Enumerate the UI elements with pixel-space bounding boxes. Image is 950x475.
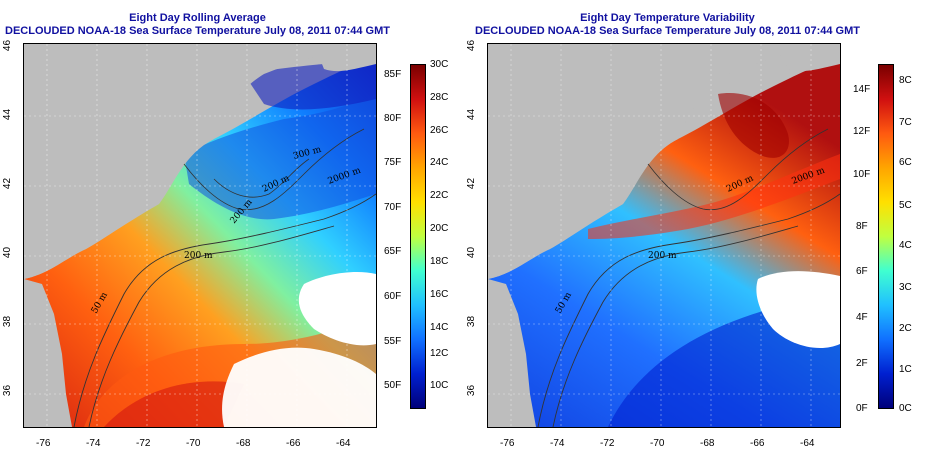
right-panel-title: Eight Day Temperature Variability DECLOU… <box>470 12 865 38</box>
variability-colorbar <box>878 64 894 409</box>
celsius-label: 28C <box>430 92 449 103</box>
x-tick: -66 <box>750 438 765 449</box>
celsius-label: 30C <box>430 59 449 70</box>
fahrenheit-label: 6F <box>856 266 868 277</box>
sst-colorbar <box>410 64 426 409</box>
celsius-label: 5C <box>899 200 912 211</box>
left-panel-subtitle: DECLOUDED NOAA-18 Sea Surface Temperatur… <box>5 25 390 37</box>
celsius-label: 8C <box>899 75 912 86</box>
left-panel-title: Eight Day Rolling Average DECLOUDED NOAA… <box>0 12 395 38</box>
y-tick: 44 <box>2 108 14 121</box>
x-tick: -76 <box>36 438 51 449</box>
x-tick: -72 <box>136 438 151 449</box>
y-tick: 46 <box>2 39 14 52</box>
celsius-label: 3C <box>899 282 912 293</box>
celsius-label: 10C <box>430 380 449 391</box>
sst-average-map[interactable]: 50 m 200 m 200 m 2000 m 200 m 300 m <box>23 43 377 428</box>
celsius-label: 22C <box>430 190 449 201</box>
x-tick: -70 <box>186 438 201 449</box>
celsius-label: 18C <box>430 256 449 267</box>
celsius-label: 0C <box>899 403 912 414</box>
contour-label: 200 m <box>648 251 677 261</box>
x-tick: -70 <box>650 438 665 449</box>
fahrenheit-label: 12F <box>853 126 871 137</box>
x-tick: -68 <box>700 438 715 449</box>
fahrenheit-label: 10F <box>853 169 871 180</box>
x-tick: -72 <box>600 438 615 449</box>
fahrenheit-label: 14F <box>853 84 871 95</box>
celsius-label: 20C <box>430 223 449 234</box>
contour-label: 200 m <box>184 251 213 261</box>
celsius-label: 24C <box>430 157 449 168</box>
x-tick: -76 <box>500 438 515 449</box>
celsius-label: 1C <box>899 364 912 375</box>
x-tick: -64 <box>800 438 815 449</box>
celsius-label: 4C <box>899 240 912 251</box>
fahrenheit-label: 4F <box>856 312 868 323</box>
y-tick: 42 <box>2 177 14 190</box>
x-tick: -66 <box>286 438 301 449</box>
y-tick: 40 <box>466 246 478 259</box>
fahrenheit-label: 70F <box>384 202 402 213</box>
celsius-label: 7C <box>899 117 912 128</box>
y-tick: 36 <box>466 384 478 397</box>
x-tick: -74 <box>86 438 101 449</box>
fahrenheit-label: 55F <box>384 336 402 347</box>
x-tick: -68 <box>236 438 251 449</box>
y-tick: 38 <box>2 315 14 328</box>
y-tick: 44 <box>466 108 478 121</box>
right-panel-subtitle: DECLOUDED NOAA-18 Sea Surface Temperatur… <box>475 25 860 37</box>
sst-variability-map[interactable]: 200 m 2000 m 200 m 50 m <box>487 43 841 428</box>
x-tick: -74 <box>550 438 565 449</box>
fahrenheit-label: 75F <box>384 157 402 168</box>
celsius-label: 12C <box>430 348 449 359</box>
y-tick: 42 <box>466 177 478 190</box>
fahrenheit-label: 2F <box>856 358 868 369</box>
y-tick: 46 <box>466 39 478 52</box>
fahrenheit-label: 80F <box>384 113 402 124</box>
fahrenheit-label: 8F <box>856 221 868 232</box>
celsius-label: 26C <box>430 125 449 136</box>
celsius-label: 2C <box>899 323 912 334</box>
celsius-label: 14C <box>430 322 449 333</box>
y-tick: 36 <box>2 384 14 397</box>
fahrenheit-label: 0F <box>856 403 868 414</box>
fahrenheit-label: 50F <box>384 380 402 391</box>
fahrenheit-label: 85F <box>384 69 402 80</box>
y-tick: 40 <box>2 246 14 259</box>
celsius-label: 6C <box>899 157 912 168</box>
celsius-label: 16C <box>430 289 449 300</box>
y-tick: 38 <box>466 315 478 328</box>
fahrenheit-label: 65F <box>384 246 402 257</box>
x-tick: -64 <box>336 438 351 449</box>
fahrenheit-label: 60F <box>384 291 402 302</box>
